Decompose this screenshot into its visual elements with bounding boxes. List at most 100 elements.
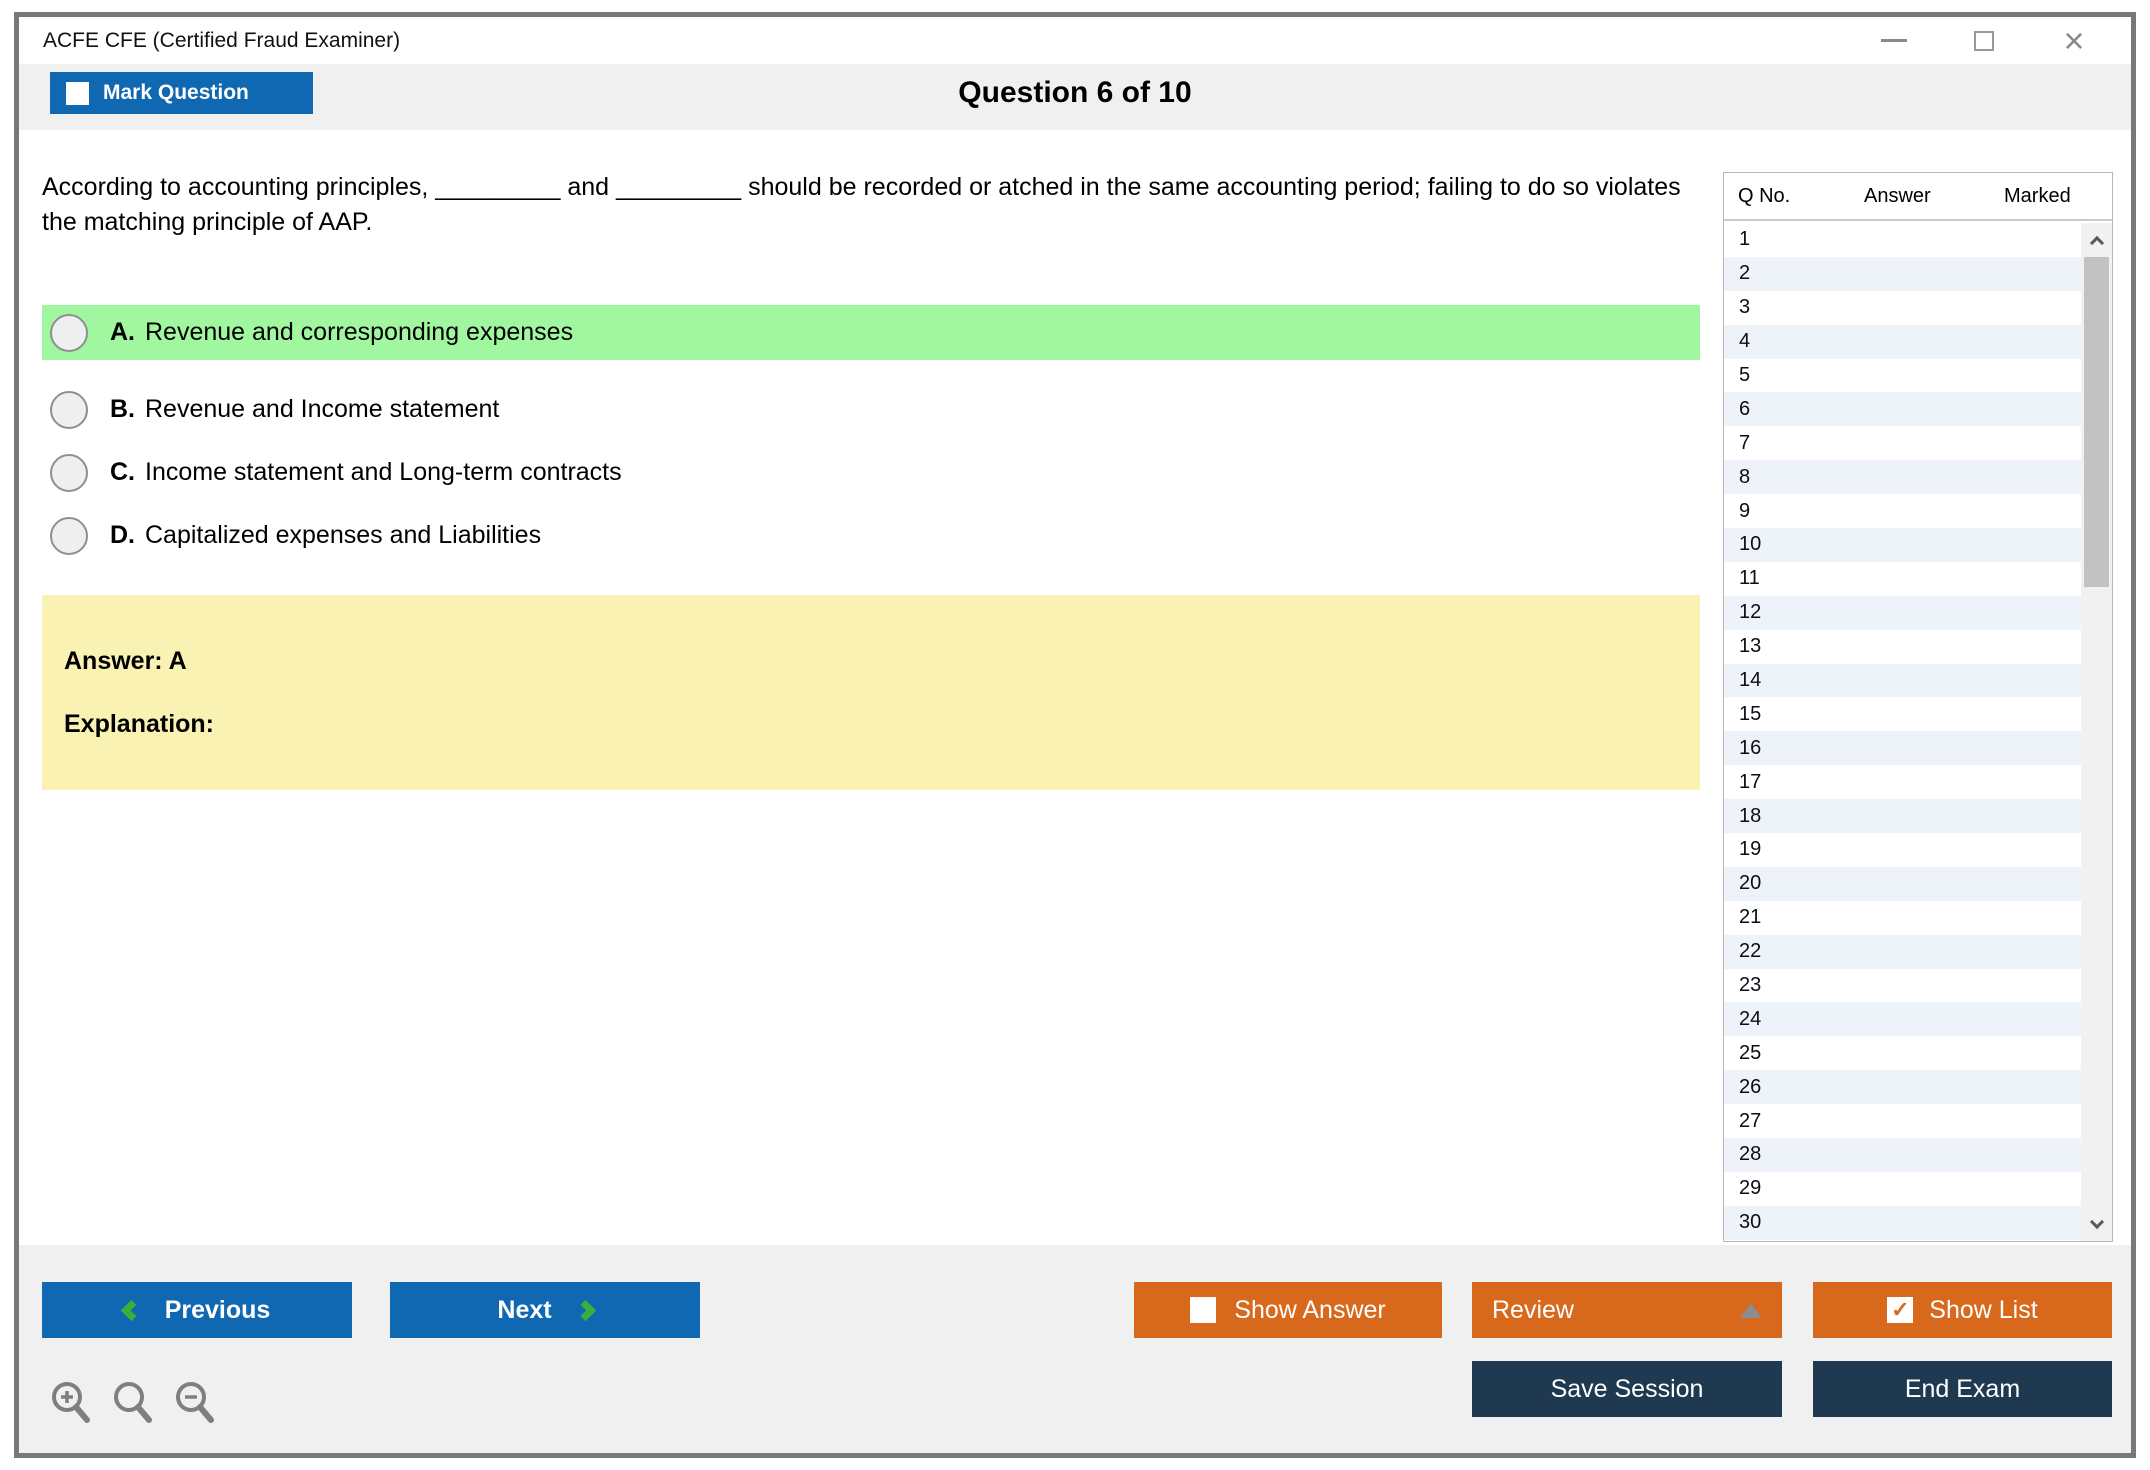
question-list-row[interactable]: 2	[1724, 256, 2081, 291]
question-list-row[interactable]: 26	[1724, 1070, 2081, 1105]
question-list-row[interactable]: 24	[1724, 1002, 2081, 1037]
show-list-button[interactable]: ✓ Show List	[1813, 1282, 2112, 1338]
show-answer-button[interactable]: Show Answer	[1134, 1282, 1442, 1338]
question-list-row[interactable]: 4	[1724, 324, 2081, 359]
scrollbar-down-button[interactable]	[2081, 1211, 2112, 1237]
save-session-button[interactable]: Save Session	[1472, 1361, 1782, 1417]
question-list-row[interactable]: 25	[1724, 1036, 2081, 1071]
radio-option-d[interactable]	[50, 516, 88, 555]
question-list-row[interactable]: 19	[1724, 833, 2081, 867]
scrollbar-down-icon	[2089, 1214, 2104, 1229]
save-session-label: Save Session	[1550, 1374, 1704, 1403]
question-list-row[interactable]: 10	[1724, 528, 2081, 562]
show-answer-checkbox[interactable]	[1190, 1297, 1217, 1323]
scrollbar-thumb[interactable]	[2084, 257, 2109, 587]
column-marked: Marked	[2004, 185, 2071, 207]
option-letter: D.	[110, 521, 135, 549]
question-list-row[interactable]: 21	[1724, 900, 2081, 935]
question-list-row[interactable]: 20	[1724, 866, 2081, 901]
question-number: 25	[1739, 1041, 1762, 1064]
question-list-panel: Q No. Answer Marked 1 2 3 4 5 6 7 8 9 10 11 12 13 14 1…	[1723, 172, 2113, 1242]
question-list-row[interactable]: 30	[1724, 1205, 2081, 1240]
question-list-row[interactable]: 28	[1724, 1138, 2081, 1172]
question-number: 23	[1739, 974, 1762, 997]
question-list-row[interactable]: 13	[1724, 629, 2081, 664]
question-number: 8	[1739, 465, 1751, 488]
radio-option-a[interactable]	[50, 313, 88, 352]
question-number: 5	[1739, 364, 1751, 386]
question-number: 18	[1739, 804, 1762, 827]
question-panel: According to accounting principles, ____…	[19, 130, 2131, 1245]
zoom-reset-icon[interactable]	[109, 1379, 157, 1427]
option-text: Capitalized expenses and Liabilities	[145, 521, 542, 549]
app-window: ACFE CFE (Certified Fraud Examiner) × Ma…	[14, 12, 2136, 1458]
zoom-in-icon[interactable]	[47, 1379, 95, 1427]
option-text: Revenue and corresponding expenses	[145, 318, 574, 346]
next-chevron-icon	[574, 1299, 596, 1321]
option-letter: A.	[110, 318, 135, 346]
title-bar: ACFE CFE (Certified Fraud Examiner) ×	[19, 17, 2131, 64]
previous-button[interactable]: Previous	[42, 1282, 352, 1338]
question-number: 11	[1739, 567, 1760, 590]
mark-question-button[interactable]: Mark Question	[50, 72, 313, 114]
question-text: According to accounting principles, ____…	[42, 173, 1681, 236]
minimize-button[interactable]	[1877, 24, 1911, 58]
question-list-row[interactable]: 12	[1724, 595, 2081, 630]
question-list-row[interactable]: 16	[1724, 731, 2081, 766]
question-list-row[interactable]: 1	[1724, 223, 2081, 257]
question-list-row[interactable]: 7	[1724, 426, 2081, 461]
option-b[interactable]: B. Revenue and Income statement	[42, 382, 1700, 437]
zoom-toolbar	[47, 1379, 219, 1427]
header-strip: Mark Question Question 6 of 10	[19, 64, 2131, 130]
close-icon: ×	[2063, 19, 2085, 61]
question-list-row[interactable]: 3	[1724, 290, 2081, 325]
zoom-out-icon[interactable]	[171, 1379, 219, 1427]
question-list-row[interactable]: 29	[1724, 1171, 2081, 1206]
question-number: 10	[1739, 533, 1762, 556]
radio-option-b[interactable]	[50, 390, 88, 429]
question-number: 7	[1739, 431, 1751, 454]
mark-question-checkbox[interactable]	[66, 81, 89, 105]
maximize-button[interactable]	[1967, 24, 2001, 58]
question-list-row[interactable]: 14	[1724, 663, 2081, 698]
option-a[interactable]: A. Revenue and corresponding expenses	[42, 305, 1700, 360]
question-number: 29	[1739, 1177, 1762, 1200]
show-list-checkbox[interactable]: ✓	[1887, 1297, 1914, 1323]
question-list-scrollbar[interactable]	[2081, 223, 2112, 1241]
question-number: 17	[1739, 770, 1762, 793]
question-number: 16	[1739, 736, 1762, 759]
review-label: Review	[1492, 1295, 1574, 1324]
question-list-row[interactable]: 23	[1724, 968, 2081, 1003]
question-list-row[interactable]: 11	[1724, 561, 2081, 596]
question-list-row[interactable]: 27	[1724, 1104, 2081, 1139]
prev-chevron-icon	[120, 1299, 142, 1321]
question-list-row[interactable]: 15	[1724, 697, 2081, 732]
radio-option-c[interactable]	[50, 453, 88, 492]
explanation-label: Explanation:	[64, 710, 215, 738]
maximize-icon	[1974, 30, 1994, 51]
question-list-row[interactable]: 5	[1724, 358, 2081, 393]
question-list-row[interactable]: 6	[1724, 392, 2081, 427]
scrollbar-up-button[interactable]	[2081, 227, 2112, 253]
question-list-row[interactable]: 17	[1724, 765, 2081, 800]
question-list-row[interactable]: 9	[1724, 494, 2081, 529]
scrollbar-up-icon	[2089, 235, 2104, 250]
option-c[interactable]: C. Income statement and Long-term contra…	[42, 445, 1700, 500]
question-list-row[interactable]: 8	[1724, 460, 2081, 495]
question-number: 12	[1739, 601, 1762, 624]
option-d[interactable]: D. Capitalized expenses and Liabilities	[42, 508, 1700, 563]
end-exam-label: End Exam	[1904, 1374, 2021, 1403]
next-button[interactable]: Next	[390, 1282, 700, 1338]
question-list-rows: 1 2 3 4 5 6 7 8 9 10 11 12 13 14 15 16 17 18 19 20 21 22 23 24 2…	[1724, 223, 2081, 1241]
question-list-row[interactable]: 22	[1724, 934, 2081, 969]
show-answer-label: Show Answer	[1234, 1295, 1386, 1324]
end-exam-button[interactable]: End Exam	[1813, 1361, 2112, 1417]
question-number: 13	[1739, 635, 1762, 658]
question-list-row[interactable]: 18	[1724, 799, 2081, 834]
option-letter: B.	[110, 395, 135, 423]
review-button[interactable]: Review	[1472, 1282, 1782, 1338]
column-answer: Answer	[1864, 185, 1931, 207]
close-button[interactable]: ×	[2057, 19, 2091, 61]
previous-label: Previous	[164, 1295, 271, 1324]
question-number: 19	[1739, 838, 1762, 861]
